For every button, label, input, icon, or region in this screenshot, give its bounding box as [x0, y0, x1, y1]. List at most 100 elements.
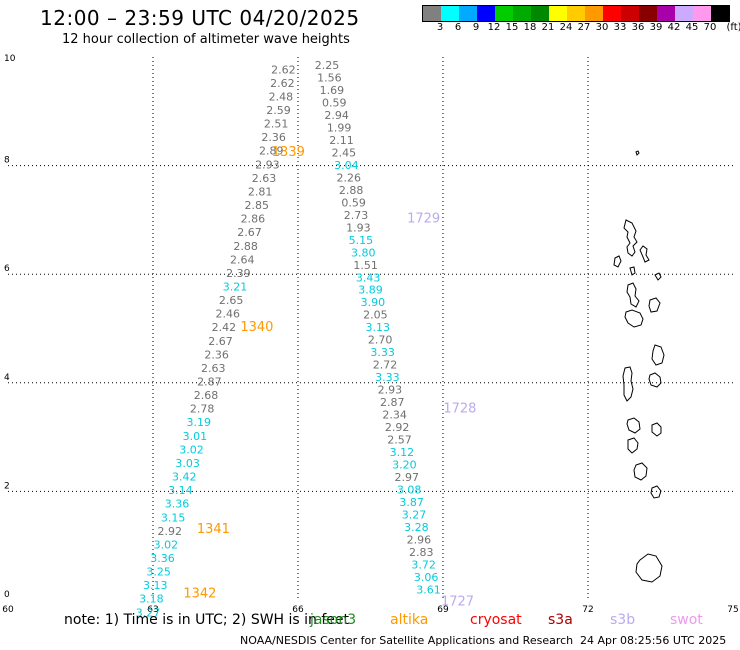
wave-height-label: 3.33	[375, 371, 400, 384]
wave-height-label: 3.20	[392, 459, 417, 472]
wave-height-label: 2.05	[363, 309, 388, 322]
wave-height-label: 2.46	[216, 308, 241, 321]
color-scale-label: 27	[577, 22, 591, 33]
wave-height-label: 2.83	[409, 546, 434, 559]
wave-height-label: 2.86	[241, 213, 266, 226]
axis-tick-labels: 60 63 66 69 72 75 0 2 4 6 8 10	[2, 54, 738, 615]
pass-number-label: 1728	[443, 402, 476, 417]
color-scale-unit: (ft)	[726, 22, 740, 33]
color-scale-swatch	[621, 6, 639, 21]
color-scale-label: 12	[487, 22, 501, 33]
color-scale-swatch	[477, 6, 495, 21]
wave-height-label: 3.43	[356, 271, 381, 284]
wave-height-label: 3.61	[416, 583, 441, 596]
wave-height-label: 2.11	[329, 134, 354, 147]
page-title: 12:00 – 23:59 UTC 04/20/2025	[40, 6, 360, 30]
wave-height-label: 3.14	[168, 484, 193, 497]
wave-height-label: 0.59	[341, 196, 366, 209]
pass-number-label: 1341	[197, 522, 230, 537]
x-tick-label: 63	[147, 605, 158, 615]
wave-height-label: 2.89	[259, 145, 284, 158]
color-scale-swatch	[657, 6, 675, 21]
y-tick-label: 6	[4, 264, 10, 274]
wave-height-label: 2.73	[344, 209, 369, 222]
wave-height-label: 1.51	[353, 259, 378, 272]
color-scale-swatch	[531, 6, 549, 21]
wave-height-label: 2.93	[378, 384, 403, 397]
y-tick-label: 8	[4, 156, 10, 166]
wave-height-label: 2.26	[337, 171, 362, 184]
wave-height-label: 2.64	[230, 253, 255, 266]
wave-height-label: 3.28	[404, 521, 429, 534]
wave-height-label: 3.13	[366, 321, 391, 334]
pass-number-label: 1727	[441, 594, 474, 609]
wave-height-label: 1.56	[317, 71, 342, 84]
wave-height-label: 2.48	[269, 90, 294, 103]
wave-height-label: 3.21	[223, 280, 248, 293]
color-scale-swatch	[549, 6, 567, 21]
wave-height-label: 2.68	[194, 389, 219, 402]
wave-height-label: 2.67	[237, 226, 262, 239]
wave-height-label: 2.72	[373, 359, 398, 372]
color-scale-swatch	[639, 6, 657, 21]
coastline-islands	[613, 150, 665, 583]
color-scale-swatch	[675, 6, 693, 21]
wave-height-label: 2.42	[212, 321, 237, 334]
wave-height-label: 3.19	[187, 416, 212, 429]
wave-height-label: 0.59	[322, 96, 347, 109]
wave-height-label: 1.69	[320, 84, 345, 97]
x-tick-label: 72	[582, 605, 593, 615]
wave-height-label: 5.15	[349, 234, 374, 247]
wave-height-label: 3.08	[397, 484, 422, 497]
wave-height-label: 2.34	[382, 409, 407, 422]
wave-height-label: 3.80	[351, 246, 376, 259]
color-scale-label: 3	[436, 22, 444, 33]
wave-height-label: 2.65	[219, 294, 244, 307]
wave-height-label: 3.04	[334, 159, 359, 172]
x-tick-label: 66	[292, 605, 304, 615]
altimeter-tracks: 2.622.622.482.592.512.362.892.932.632.81…	[136, 59, 441, 619]
pass-number-label: 1340	[240, 320, 273, 335]
pass-number-label: 1342	[183, 586, 216, 601]
wave-height-label: 3.03	[175, 457, 200, 470]
color-scale-label: 9	[472, 22, 480, 33]
wave-height-label: 2.97	[395, 471, 420, 484]
wave-height-label: 2.92	[158, 525, 183, 538]
legend-jason3: jason3	[310, 612, 357, 628]
color-scale-swatch	[711, 6, 729, 21]
color-scale-swatch	[567, 6, 585, 21]
y-tick-label: 10	[4, 54, 16, 64]
color-scale-label: 36	[631, 22, 645, 33]
credit-line: NOAA/NESDIS Center for Satellite Applica…	[240, 634, 574, 647]
page-subtitle: 12 hour collection of altimeter wave hei…	[62, 32, 350, 47]
color-scale-swatch	[495, 6, 513, 21]
wave-height-label: 2.78	[190, 403, 215, 416]
y-tick-label: 0	[4, 590, 10, 600]
wave-height-label: 2.59	[266, 104, 291, 117]
wave-height-label: 3.36	[165, 498, 190, 511]
color-scale-swatch	[585, 6, 603, 21]
wave-height-label: 3.89	[358, 284, 383, 297]
wave-height-label: 3.02	[179, 443, 204, 456]
wave-height-label: 2.25	[315, 59, 340, 72]
color-scale-label: 39	[649, 22, 663, 33]
legend-swot: swot	[670, 612, 703, 628]
color-scale-swatch	[603, 6, 621, 21]
pass-number-label: 1729	[407, 212, 440, 227]
wave-height-label: 2.87	[197, 376, 222, 389]
wave-height-label: 3.42	[172, 471, 197, 484]
wave-height-label: 2.39	[226, 267, 251, 280]
wave-height-label: 3.87	[399, 496, 424, 509]
color-scale-swatch	[459, 6, 477, 21]
x-tick-label: 75	[727, 605, 738, 615]
wave-height-label: 2.36	[261, 131, 286, 144]
color-scale-label: 30	[595, 22, 609, 33]
y-tick-label: 4	[4, 373, 10, 383]
color-scale-swatch	[423, 6, 441, 21]
wave-height-label: 2.62	[270, 77, 295, 90]
wave-height-label: 2.63	[201, 362, 226, 375]
pass-number-label: 1339	[272, 145, 305, 160]
legend-s3b: s3b	[610, 612, 636, 628]
wave-height-label: 2.88	[233, 240, 258, 253]
